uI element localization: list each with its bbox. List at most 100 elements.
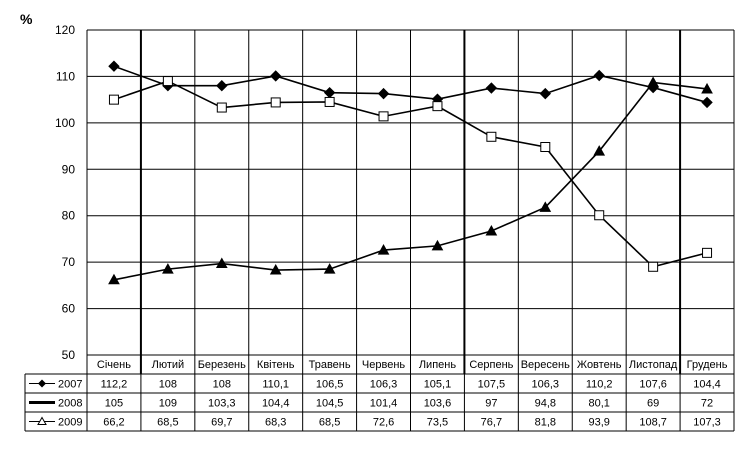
data-point-2008 [648,261,659,272]
legend-label-2008: 2008 [58,398,82,410]
data-point-2008 [486,131,497,142]
y-tick-label: 110 [56,69,75,83]
data-label-2008: 104,4 [262,398,290,410]
data-point-2007 [539,87,551,100]
data-point-2009 [269,264,282,275]
legend-label-2009: 2009 [58,417,82,429]
data-point-2008 [702,247,713,258]
data-label-2008: 94,8 [535,398,556,410]
x-category-label: Травень [309,359,351,371]
data-table: Січень Лютий Березень Квітень Травень Червень… [24,359,735,432]
data-label-2007: 107,6 [639,379,667,391]
series-line-2009 [113,81,708,281]
data-label-2009: 68,5 [319,417,340,429]
data-label-2009: 81,8 [535,417,556,429]
data-point-2007 [701,96,713,109]
data-label-2007: 106,3 [532,379,560,391]
data-label-2008: 97 [485,398,497,410]
data-label-2007: 106,5 [316,379,344,391]
data-label-2009: 66,2 [103,417,124,429]
data-point-2009 [323,263,336,274]
x-category-label: Грудень [687,359,728,371]
data-point-2008 [216,102,227,113]
x-category-label: Липень [419,359,457,371]
data-point-2009 [215,257,228,269]
x-category-label: Червень [362,359,405,371]
data-point-2008 [540,142,551,152]
x-category-label: Серпень [469,359,513,371]
data-label-2007: 110,1 [262,379,289,391]
data-point-2009 [485,225,498,236]
data-label-2009: 107,3 [693,417,721,429]
data-point-2008 [108,94,119,105]
x-category-label: Жовтень [577,359,622,371]
data-label-2008: 69 [647,398,659,410]
series-markers [108,60,713,285]
series-lines [113,65,708,281]
data-point-2007 [108,60,120,72]
data-label-2007: 106,3 [370,379,398,391]
data-label-2007: 108 [159,379,177,391]
x-category-label: Квітень [257,359,295,371]
data-point-2009 [593,145,606,156]
x-category-label: Січень [97,359,131,371]
data-label-2007: 104,4 [693,379,721,391]
x-category-label: Березень [198,359,246,371]
data-label-2009: 108,7 [639,417,667,429]
data-label-2009: 73,5 [427,417,448,429]
data-label-2008: 80,1 [588,398,609,410]
data-label-2008: 103,6 [424,398,452,410]
data-label-2009: 76,7 [481,417,502,429]
grid [86,29,735,374]
data-point-2008 [594,210,605,221]
x-category-label: Лютий [152,359,185,371]
x-category-label: Листопад [629,359,678,371]
data-point-2009 [377,244,390,255]
data-label-2008: 103,3 [208,398,236,410]
data-point-2008 [432,101,443,112]
data-point-2009 [162,263,174,274]
data-label-2007: 110,2 [586,379,613,391]
data-label-2008: 101,4 [370,398,398,410]
series-line-2008 [113,80,708,268]
data-point-2007 [216,80,228,92]
data-point-2007 [270,70,282,82]
x-category-label: Вересень [521,359,570,371]
data-label-2009: 69,7 [211,417,232,429]
data-label-2007: 112,2 [101,379,128,391]
y-tick-label: 90 [62,162,76,176]
data-point-2008 [270,97,281,108]
data-label-2009: 68,5 [157,417,178,429]
data-point-2009 [647,76,659,87]
data-point-2009 [108,273,120,285]
y-tick-label: 70 [62,255,76,269]
y-unit-label: % [20,11,33,27]
data-point-2007 [485,82,498,94]
data-point-2007 [377,87,390,100]
data-label-2009: 93,9 [588,417,609,429]
y-tick-label: 50 [62,348,76,362]
data-point-2009 [701,82,713,94]
data-label-2008: 105 [105,398,123,410]
legend-marker-2009 [37,416,47,425]
legend-marker-2007 [38,379,46,388]
data-point-2009 [431,239,444,251]
y-tick-label: 100 [55,116,75,130]
data-point-2007 [323,86,336,99]
y-tick-label: 120 [55,23,75,37]
data-label-2009: 68,3 [265,417,286,429]
data-label-2009: 72,6 [373,417,394,429]
series-line-2007 [113,65,708,104]
data-point-2008 [378,111,389,122]
y-tick-label: 80 [62,209,76,223]
data-point-2008 [324,96,335,107]
data-label-2008: 104,5 [316,398,344,410]
data-point-2008 [162,76,173,87]
legend-label-2007: 2007 [58,379,82,391]
data-label-2007: 107,5 [478,379,506,391]
data-point-2009 [539,201,552,212]
data-point-2007 [593,69,605,82]
data-label-2008: 109 [159,398,177,410]
y-axis-ticks: 50 60 70 80 90 100 110 120 [55,23,75,362]
